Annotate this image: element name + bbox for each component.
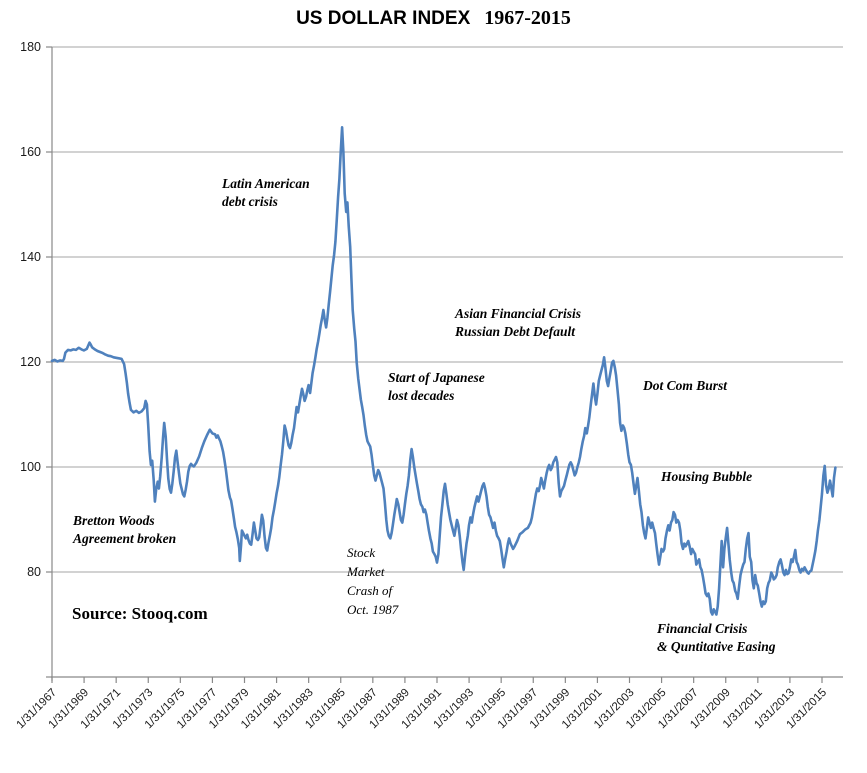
- annotation-stock-market-crash-1987: Stock Market Crash of Oct. 1987: [347, 545, 399, 617]
- chart-title-range: 1967-2015: [484, 7, 571, 29]
- annotation-asian-financial-crisis: Asian Financial Crisis Russian Debt Defa…: [455, 306, 582, 339]
- chart-title-text: US DOLLAR INDEX: [296, 8, 471, 29]
- y-tick-label: 140: [20, 250, 41, 264]
- annotation-japanese-lost-decades: Start of Japanese lost decades: [388, 370, 485, 403]
- y-tick-label: 120: [20, 355, 41, 369]
- y-tick-label: 160: [20, 145, 41, 159]
- annotation-latin-american-debt-crisis: Latin American debt crisis: [222, 176, 310, 209]
- y-tick-label: 80: [27, 565, 41, 579]
- dollar-index-line: [50, 126, 837, 616]
- y-tick-label: 180: [20, 40, 41, 54]
- y-tick-label: 100: [20, 460, 41, 474]
- annotation-financial-crisis-qe: Financial Crisis & Quntitative Easing: [657, 621, 776, 654]
- annotation-bretton-woods: Bretton Woods Agreement broken: [73, 513, 177, 546]
- annotation-housing-bubble: Housing Bubble: [661, 469, 753, 484]
- source-label: Source: Stooq.com: [72, 604, 208, 623]
- annotation-dot-com-burst: Dot Com Burst: [643, 378, 728, 393]
- chart-title: US DOLLAR INDEX 1967-2015: [0, 7, 867, 30]
